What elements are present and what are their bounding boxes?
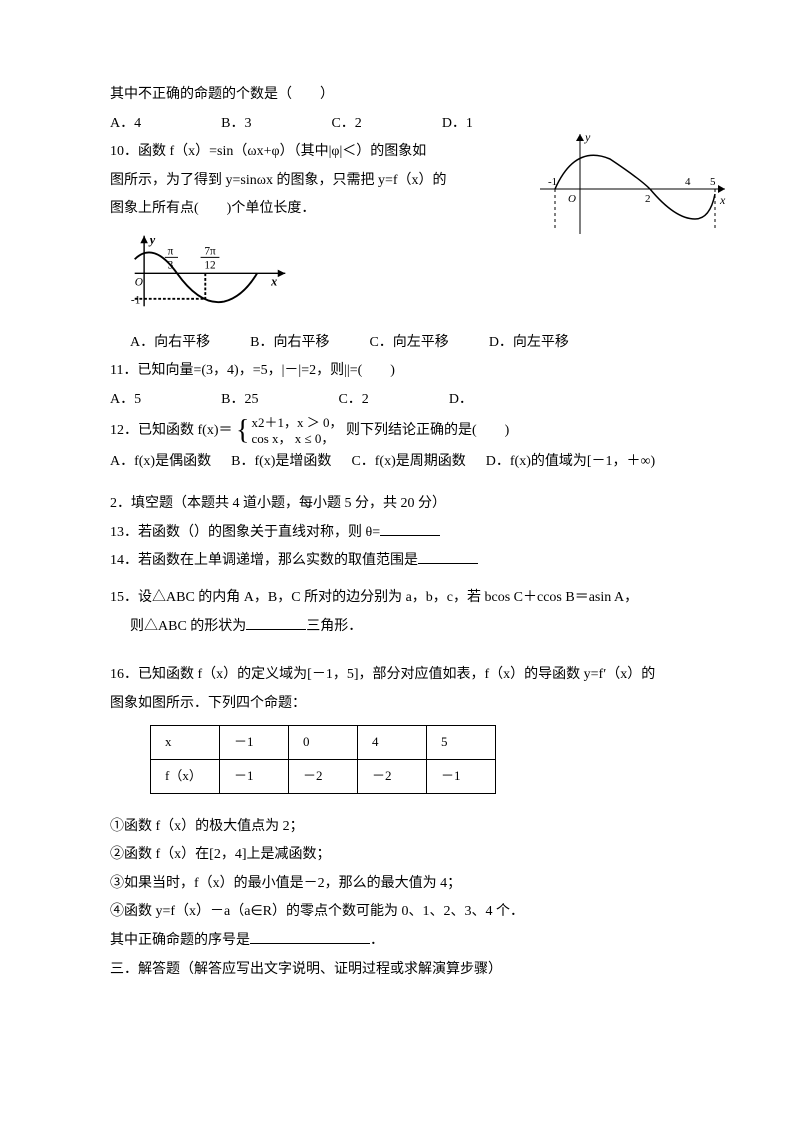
q15-l2b: 三角形．: [306, 619, 362, 634]
svg-text:7π: 7π: [204, 245, 216, 257]
cell: －1: [220, 759, 289, 793]
q9-stem: 其中不正确的命题的个数是（ ）: [110, 82, 710, 109]
table-row: x －1 0 4 5: [151, 726, 496, 760]
cell: －1: [220, 726, 289, 760]
q10-opt-b: B．向右平移: [250, 330, 329, 357]
q11-options: A．5 B．25 C．2 D．: [110, 387, 710, 414]
q10-left-graph: y x O -1 π 3 7π 12: [120, 231, 300, 311]
q16-p3: ③如果当时，f（x）的最小值是－2，那么的最大值为 4；: [110, 871, 710, 898]
piecewise-icon: { x2＋1，x ＞ 0， cos x， x ≤ 0，: [236, 415, 342, 446]
q11-opt-a: A．5: [110, 387, 141, 414]
svg-text:-1: -1: [548, 176, 557, 188]
q12-options: A．f(x)是偶函数 B．f(x)是增函数 C．f(x)是周期函数 D．f(x)…: [110, 449, 710, 476]
cell: －2: [289, 759, 358, 793]
cell: f（x）: [151, 759, 220, 793]
section3-title: 三．解答题（解答应写出文字说明、证明过程或求解演算步骤）: [110, 957, 710, 984]
q12-case1: x2＋1，x ＞ 0，: [251, 415, 342, 431]
q9-opt-a: A．4: [110, 111, 141, 138]
q11-stem: 11．已知向量=(3，4)，=5，|－|=2，则||=( ): [110, 358, 710, 385]
q9-opt-c: C．2: [331, 111, 361, 138]
graph-y-label: y: [584, 130, 591, 144]
svg-text:4: 4: [685, 176, 691, 188]
svg-text:y: y: [148, 233, 156, 247]
q12-opt-d: D．f(x)的值域为[－1，＋∞): [486, 449, 655, 476]
q13: 13．若函数（）的图象关于直线对称，则 θ=: [110, 520, 710, 547]
cell: 4: [358, 726, 427, 760]
svg-text:π: π: [168, 245, 174, 257]
cell: 5: [427, 726, 496, 760]
q15-l2: 则△ABC 的形状为 三角形．: [110, 614, 710, 641]
q16-p2: ②函数 f（x）在[2，4]上是减函数；: [110, 842, 710, 869]
q15-l1: 15．设△ABC 的内角 A，B，C 所对的边分别为 a，b，c，若 bcos …: [110, 585, 710, 612]
blank-icon: [250, 929, 370, 944]
q12-stem-a: 12．已知函数 f(x)＝: [110, 423, 233, 438]
q12-opt-a: A．f(x)是偶函数: [110, 449, 211, 476]
svg-text:5: 5: [710, 176, 716, 188]
q10-block: 10．函数 f（x）=sin（ωx+φ）（其中|φ|＜）的图象如 图所示，为了得…: [110, 139, 710, 356]
q9-opt-d: D．1: [442, 111, 473, 138]
q12-case2: cos x， x ≤ 0，: [251, 431, 342, 447]
blank-icon: [246, 615, 306, 630]
q16-p1: ①函数 f（x）的极大值点为 2；: [110, 814, 710, 841]
q16-p4: ④函数 y=f（x）－a（a∈R）的零点个数可能为 0、1、2、3、4 个．: [110, 899, 710, 926]
q11-opt-b: B．25: [221, 387, 258, 414]
q11-opt-d: D．: [449, 387, 473, 414]
svg-text:-1: -1: [131, 294, 140, 306]
q10-opt-a: A．向右平移: [130, 330, 210, 357]
svg-text:x: x: [270, 275, 277, 289]
svg-text:O: O: [568, 193, 576, 205]
q11-opt-c: C．2: [338, 387, 368, 414]
q14-text: 14．若函数在上单调递增，那么实数的取值范围是: [110, 553, 418, 568]
svg-text:3: 3: [168, 260, 174, 272]
blank-icon: [380, 521, 440, 536]
cell: －2: [358, 759, 427, 793]
q12-stem: 12．已知函数 f(x)＝ { x2＋1，x ＞ 0， cos x， x ≤ 0…: [110, 415, 710, 446]
svg-text:12: 12: [204, 260, 216, 272]
q16-l2: 图象如图所示．下列四个命题：: [110, 691, 710, 718]
q16-p5a: 其中正确命题的序号是: [110, 933, 250, 948]
svg-text:O: O: [135, 277, 143, 289]
cell: x: [151, 726, 220, 760]
cell: －1: [427, 759, 496, 793]
q10-opt-d: D．向左平移: [489, 330, 569, 357]
q16-p5: 其中正确命题的序号是 ．: [110, 928, 710, 955]
blank-icon: [418, 549, 478, 564]
q14: 14．若函数在上单调递增，那么实数的取值范围是: [110, 548, 710, 575]
q12-stem-b: 则下列结论正确的是( ): [346, 423, 509, 438]
q12-opt-b: B．f(x)是增函数: [231, 449, 331, 476]
q10-opt-c: C．向左平移: [369, 330, 448, 357]
svg-text:2: 2: [645, 193, 651, 205]
q16-p5b: ．: [370, 933, 384, 948]
cell: 0: [289, 726, 358, 760]
table-row: f（x） －1 －2 －2 －1: [151, 759, 496, 793]
q9-opt-b: B．3: [221, 111, 251, 138]
q12-opt-c: C．f(x)是周期函数: [351, 449, 465, 476]
q10-options: A．向右平移 B．向右平移 C．向左平移 D．向左平移: [110, 330, 710, 357]
q16-l1: 16．已知函数 f（x）的定义域为[－1，5]，部分对应值如表，f（x）的导函数…: [110, 662, 710, 689]
q15-l2a: 则△ABC 的形状为: [130, 619, 246, 634]
q13-text: 13．若函数（）的图象关于直线对称，则 θ=: [110, 525, 380, 540]
q16-table: x －1 0 4 5 f（x） －1 －2 －2 －1: [150, 725, 496, 793]
q10-right-graph: y x O -1 2 4 5: [530, 129, 730, 239]
graph-x-label: x: [719, 193, 726, 207]
section2-title: 2．填空题（本题共 4 道小题，每小题 5 分，共 20 分）: [110, 491, 710, 518]
